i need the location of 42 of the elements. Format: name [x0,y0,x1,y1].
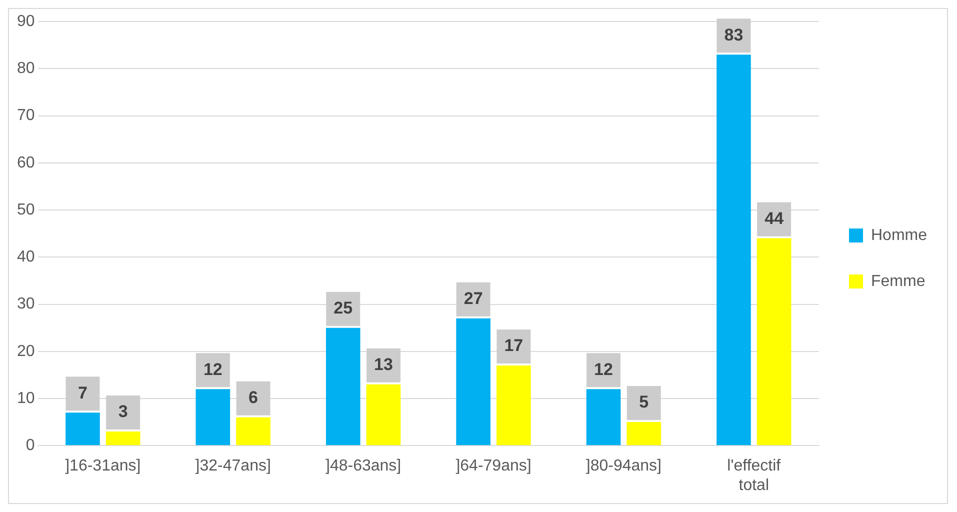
data-label: 27 [464,289,483,308]
bar [366,384,401,446]
bar [236,417,270,446]
x-tick-label: ]48-63ans] [325,458,402,475]
y-tick-label: 40 [17,248,35,266]
bar [326,328,360,446]
data-label: 17 [504,336,524,356]
bar [756,238,792,446]
y-tick-label: 0 [26,437,35,454]
y-tick-label: 20 [17,342,35,360]
data-label: 12 [594,360,613,379]
data-label: 3 [118,402,128,422]
data-label: 44 [764,209,784,228]
data-label: 13 [374,355,393,374]
data-label: 25 [334,298,353,318]
bar [626,422,662,446]
bar [456,318,490,446]
x-tick-label: ]80-94ans] [586,458,662,475]
data-label: 12 [203,360,222,379]
y-tick-label: 60 [17,154,35,172]
x-tick-label: l'effectif total [727,458,782,494]
bar [496,366,531,446]
data-label: 6 [248,388,258,408]
y-tick-label: 90 [17,13,35,30]
y-tick-label: 70 [17,107,35,124]
bar [66,412,100,446]
legend-label: Homme [870,226,928,244]
data-label: 7 [78,383,88,402]
data-label: 5 [639,392,649,412]
y-tick-label: 10 [17,390,35,407]
legend-label: Femme [870,272,926,290]
bar [586,389,621,446]
bar [716,54,751,446]
bar [106,431,140,446]
y-tick-label: 80 [17,60,35,78]
bar [196,389,230,446]
data-label: 83 [724,25,744,44]
y-tick-label: 30 [17,296,35,313]
x-tick-label: ]64-79ans] [456,458,532,475]
y-tick-label: 50 [17,201,35,218]
x-tick-label: ]32-47ans] [195,458,271,475]
x-tick-label: ]16-31ans] [65,458,141,475]
